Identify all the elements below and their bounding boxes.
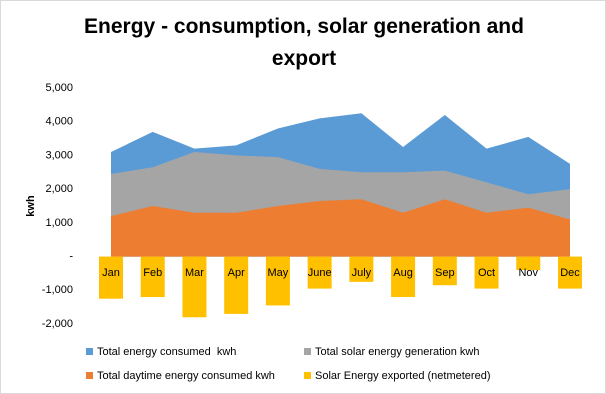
legend-swatch: [86, 372, 93, 379]
legend-label: Total energy consumed kwh: [97, 346, 236, 358]
legend-label: Solar Energy exported (netmetered): [315, 370, 490, 382]
x-tick-label: Mar: [185, 267, 204, 279]
bar: [474, 256, 499, 289]
x-tick-label: Oct: [478, 267, 495, 279]
y-tick-label: 2,000: [45, 183, 73, 195]
bar: [140, 256, 165, 298]
bar: [432, 256, 457, 286]
legend-label: Total daytime energy consumed kwh: [97, 370, 275, 382]
bar: [99, 256, 123, 299]
x-tick-label: Sep: [435, 267, 455, 279]
x-tick-label: June: [308, 267, 332, 279]
y-tick-label: -1,000: [42, 284, 73, 296]
x-tick-label: Dec: [560, 267, 580, 279]
legend-swatch: [304, 372, 311, 379]
bar: [516, 256, 541, 271]
x-tick-label: Aug: [393, 267, 413, 279]
bar: [265, 256, 290, 306]
y-axis-label: kwh: [25, 195, 37, 217]
bar: [224, 256, 249, 314]
legend-label: Total solar energy generation kwh: [315, 346, 479, 358]
x-tick-label: May: [268, 267, 289, 279]
area: [111, 199, 570, 257]
x-tick-label: Apr: [228, 267, 245, 279]
legend-swatch: [86, 348, 93, 355]
y-tick-label: -2,000: [42, 318, 73, 330]
bar: [307, 256, 332, 289]
x-tick-label: July: [352, 267, 372, 279]
x-tick-label: Jan: [102, 267, 120, 279]
y-tick-label: 3,000: [45, 149, 73, 161]
x-tick-label: Feb: [143, 267, 162, 279]
y-tick-label: 4,000: [45, 116, 73, 128]
bar: [349, 256, 374, 282]
bar: [391, 256, 416, 298]
y-tick-label: 5,000: [45, 82, 73, 94]
legend-swatch: [304, 348, 311, 355]
chart-title: Energy - consumption, solar generation a…: [84, 15, 524, 70]
y-tick-label: 1,000: [45, 217, 73, 229]
y-tick-label: -: [69, 250, 73, 262]
x-tick-label: Nov: [518, 267, 538, 279]
bar: [182, 256, 207, 318]
bar: [558, 256, 582, 289]
